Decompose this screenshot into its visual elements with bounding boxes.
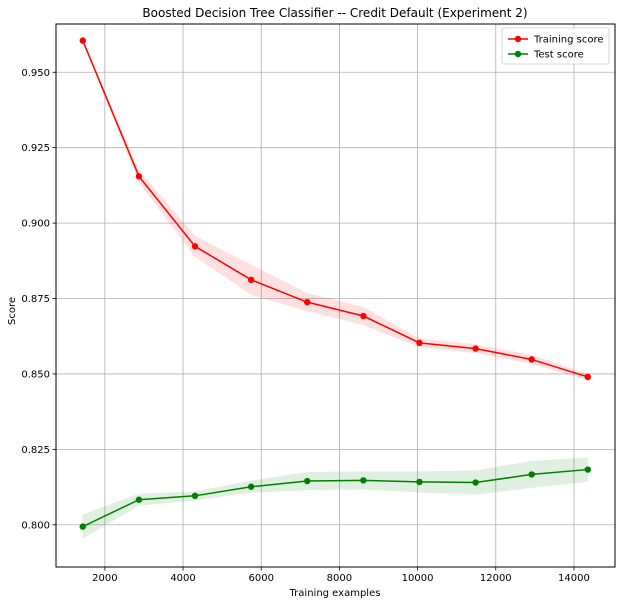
legend-test-score-label: Test score bbox=[533, 50, 584, 61]
x-tick-label: 12000 bbox=[480, 573, 512, 584]
test-score-line bbox=[82, 468, 588, 528]
test-score-point bbox=[304, 477, 311, 485]
y-tick-label: 0.900 bbox=[21, 219, 50, 230]
training-score-band bbox=[82, 39, 588, 380]
training-score-point bbox=[360, 312, 367, 320]
training-score-line bbox=[82, 40, 589, 378]
y-tick-label: 0.825 bbox=[21, 445, 50, 456]
y-tick-label: 0.925 bbox=[21, 143, 50, 154]
legend-test-score-marker bbox=[514, 50, 522, 58]
y-axis-ticks: 0.800 0.825 0.850 0.875 0.900 0.925 0.950 bbox=[21, 68, 56, 531]
y-tick-label: 0.875 bbox=[21, 294, 50, 305]
plot-frame bbox=[55, 23, 616, 568]
test-score-point bbox=[584, 466, 592, 473]
grid bbox=[56, 24, 615, 567]
legend: Training score Test score bbox=[501, 27, 610, 65]
training-score-point bbox=[472, 345, 479, 352]
test-score-point bbox=[135, 496, 143, 503]
x-tick-label: 10000 bbox=[402, 573, 434, 584]
chart-title: Boosted Decision Tree Classifier -- Cred… bbox=[142, 6, 527, 20]
x-tick-label: 14000 bbox=[558, 573, 590, 584]
training-score-point bbox=[304, 298, 311, 306]
x-tick-label: 4000 bbox=[170, 573, 195, 584]
y-tick-label: 0.800 bbox=[21, 520, 50, 531]
test-score-point bbox=[528, 471, 535, 478]
legend-training-score-label: Training score bbox=[533, 35, 604, 46]
x-axis-label: Training examples bbox=[289, 588, 381, 599]
legend-box bbox=[501, 27, 610, 65]
x-tick-label: 8000 bbox=[327, 573, 352, 584]
y-tick-label: 0.950 bbox=[21, 68, 50, 79]
x-axis-ticks: 2000 4000 6000 8000 10000 12000 14000 bbox=[92, 567, 590, 584]
training-score-point bbox=[584, 373, 592, 381]
y-tick-label: 0.850 bbox=[21, 369, 50, 380]
y-axis-label: Score bbox=[7, 297, 18, 325]
legend-training-score-marker bbox=[514, 35, 522, 43]
training-score-point bbox=[191, 243, 199, 250]
training-score-point bbox=[135, 173, 143, 180]
x-tick-label: 2000 bbox=[92, 573, 117, 584]
series-lines bbox=[82, 40, 589, 528]
data-points bbox=[79, 37, 592, 530]
test-score-point bbox=[79, 523, 86, 530]
test-score-point bbox=[191, 492, 199, 500]
training-score-point bbox=[79, 37, 86, 44]
test-score-point bbox=[360, 477, 367, 484]
training-score-point bbox=[416, 339, 423, 347]
test-score-point bbox=[416, 478, 423, 486]
training-score-point bbox=[528, 356, 535, 363]
confidence-bands bbox=[82, 39, 588, 539]
test-score-point bbox=[247, 483, 255, 490]
training-score-point bbox=[247, 276, 255, 284]
test-score-point bbox=[472, 479, 479, 486]
test-score-band bbox=[82, 457, 588, 539]
x-tick-label: 6000 bbox=[249, 573, 274, 584]
